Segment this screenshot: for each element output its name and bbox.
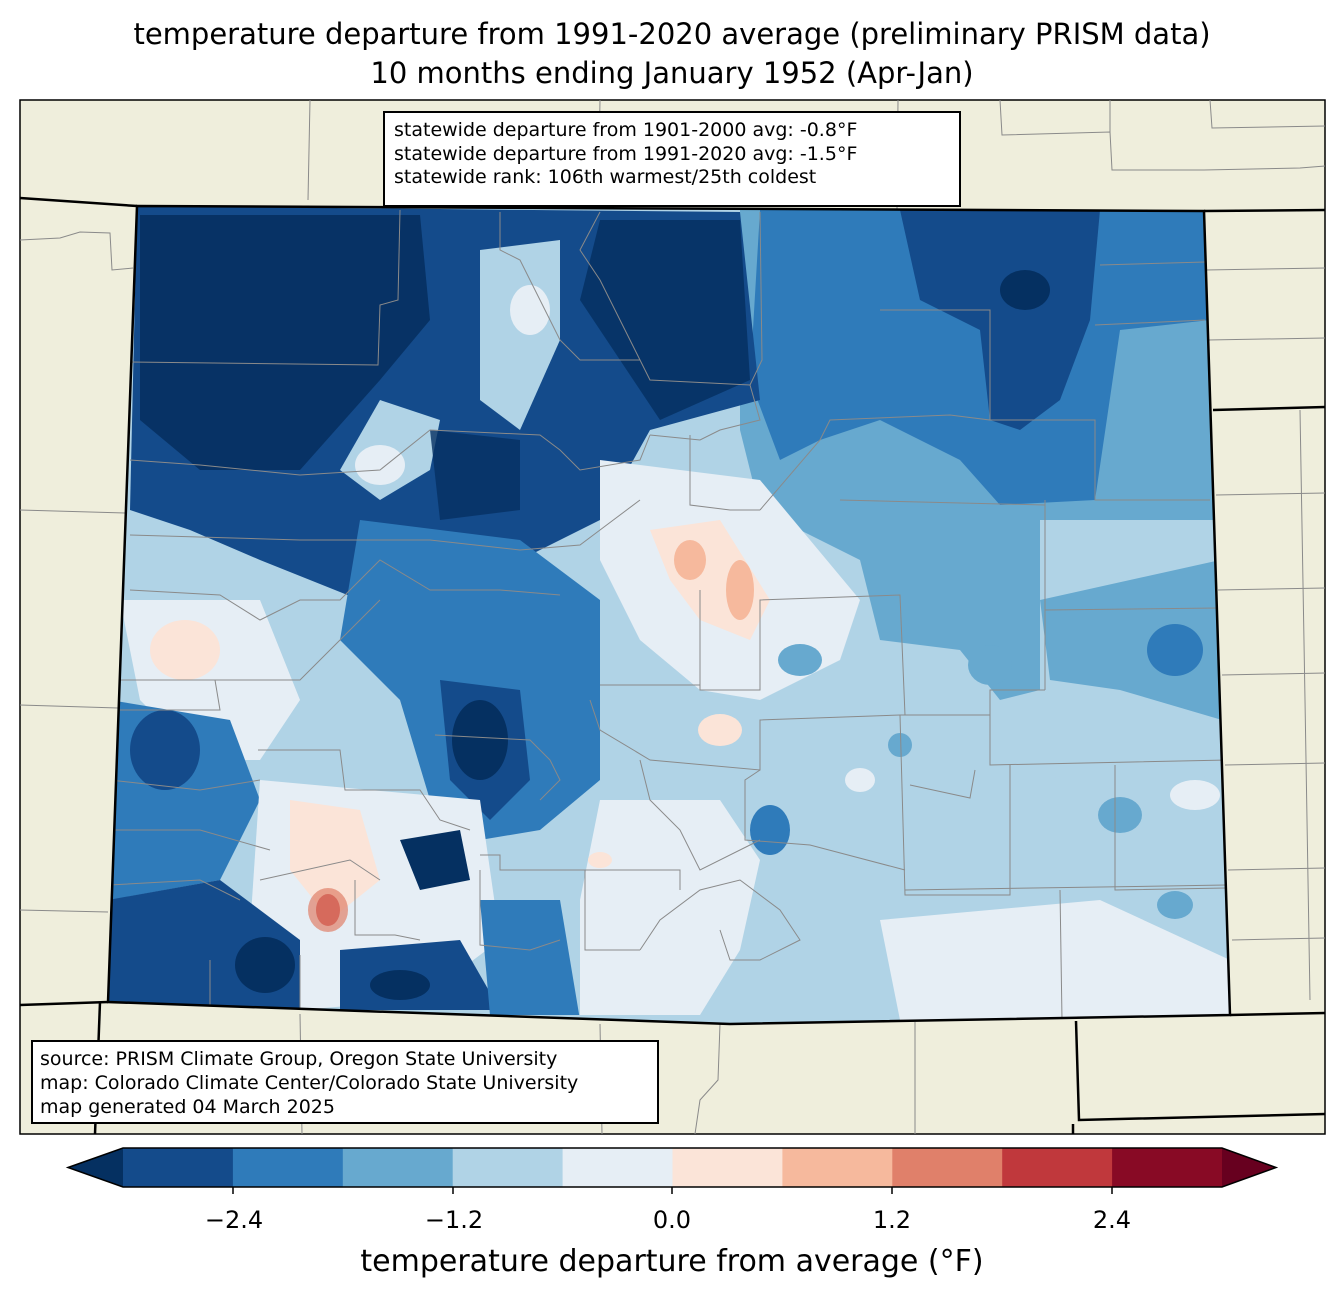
map-subtitle: 10 months ending January 1952 (Apr-Jan)	[370, 56, 974, 90]
county-lines	[109, 209, 1230, 1021]
colorbar-tick-label: 1.2	[872, 1206, 912, 1234]
statewide-stats-box: statewide departure from 1901-2000 avg: …	[383, 111, 961, 207]
stat-rank: statewide rank: 106th warmest/25th colde…	[394, 166, 817, 188]
source-line: source: PRISM Climate Group, Oregon Stat…	[40, 1048, 558, 1070]
colorbar-label: temperature departure from average (°F)	[360, 1244, 984, 1279]
map-title: temperature departure from 1991-2020 ave…	[133, 17, 1211, 51]
colorbar-tick-label: −2.4	[204, 1206, 264, 1234]
map-credit-line: map: Colorado Climate Center/Colorado St…	[40, 1072, 579, 1094]
colorbar-tick-label: 2.4	[1092, 1206, 1132, 1234]
generated-date-line: map generated 04 March 2025	[40, 1096, 335, 1118]
source-credits-box: source: PRISM Climate Group, Oregon Stat…	[31, 1040, 659, 1124]
colorbar-tick-label: 0.0	[652, 1206, 692, 1234]
colorbar-tick-label: −1.2	[424, 1206, 484, 1234]
stat-departure-1991-2020: statewide departure from 1991-2020 avg: …	[394, 142, 858, 165]
stat-departure-1901-2000: statewide departure from 1901-2000 avg: …	[394, 119, 858, 141]
